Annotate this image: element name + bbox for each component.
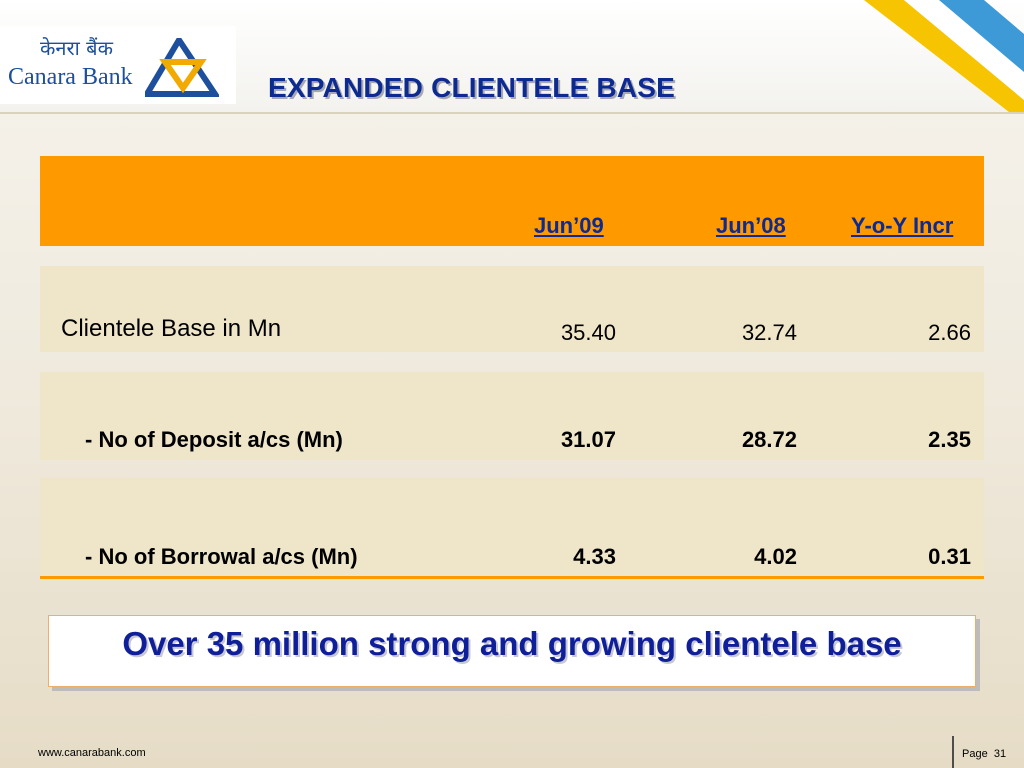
footer-divider	[952, 736, 954, 768]
slide-header: केनरा बैंक Canara Bank EXPANDED CLIENTEL…	[0, 0, 1024, 114]
row-label-borrowal-accounts: - No of Borrowal a/cs (Mn)	[85, 544, 358, 569]
canara-triangle-icon	[145, 38, 219, 97]
canara-bank-logo: केनरा बैंक Canara Bank	[0, 26, 236, 104]
page-number-value: 31	[993, 748, 1007, 760]
page-label: Page	[962, 748, 988, 760]
cell-value: 0.31	[928, 544, 971, 569]
column-header-jun08: Jun’08	[716, 213, 786, 238]
cell-value: 28.72	[741, 427, 797, 452]
cell-value: 2.35	[928, 427, 971, 452]
logo-hindi-text: केनरा बैंक	[40, 36, 113, 60]
page-number: Page 31	[962, 748, 1006, 760]
header-stripe-decoration	[864, 0, 1024, 112]
table-row: Clientele Base in Mn 35.40 32.74 2.66	[40, 266, 984, 352]
table-row: - No of Borrowal a/cs (Mn) 4.33 4.02 0.3…	[40, 478, 984, 579]
callout-text: Over 35 million strong and growing clien…	[122, 625, 902, 662]
row-label-clientele-base: Clientele Base in Mn	[61, 315, 282, 342]
footer-website: www.canarabank.com	[38, 747, 146, 759]
slide-title: EXPANDED CLIENTELE BASE	[268, 72, 676, 103]
column-header-jun09: Jun’09	[534, 213, 604, 238]
row-label-deposit-accounts: - No of Deposit a/cs (Mn)	[85, 427, 343, 452]
cell-value: 4.33	[573, 544, 616, 569]
logo-english-text: Canara Bank	[8, 64, 133, 90]
column-header-yoy-incr: Y-o-Y Incr	[851, 213, 954, 238]
cell-value: 2.66	[928, 320, 971, 345]
callout-box	[48, 615, 976, 687]
cell-value: 35.40	[560, 320, 616, 345]
table-row: - No of Deposit a/cs (Mn) 31.07 28.72 2.…	[40, 372, 984, 460]
cell-value: 31.07	[560, 427, 616, 452]
cell-value: 32.74	[741, 320, 797, 345]
cell-value: 4.02	[754, 544, 797, 569]
table-header-row: Jun’09 Jun’08 Y-o-Y Incr	[40, 156, 984, 246]
